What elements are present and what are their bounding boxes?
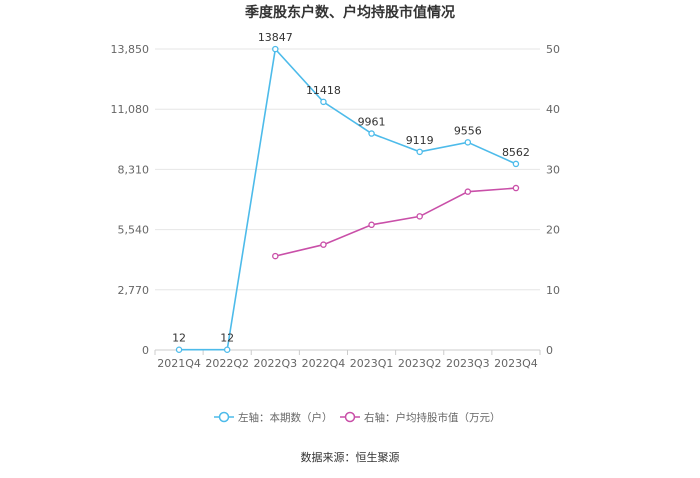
legend-marker — [344, 411, 356, 423]
right-tick-label: 0 — [546, 344, 553, 357]
source-note: 数据来源：恒生聚源 — [301, 450, 400, 464]
data-point — [512, 184, 520, 192]
data-point — [320, 98, 327, 106]
right-tick-label: 30 — [546, 163, 560, 176]
x-tick-label: 2023Q2 — [398, 357, 442, 370]
left-tick-label: 13,850 — [111, 43, 150, 56]
data-point — [416, 213, 423, 220]
left-tick-label: 0 — [142, 344, 149, 357]
x-tick-label: 2023Q3 — [446, 357, 490, 370]
data-point — [175, 346, 183, 353]
x-tick-label: 2021Q4 — [157, 357, 201, 370]
data-label: 9119 — [406, 134, 434, 147]
grid-lines — [155, 48, 540, 351]
axes: 0 0 2,770 10 5,540 20 8,310 30 11,080 40 13,850 50 2… — [111, 43, 561, 370]
x-tick-label: 2022Q4 — [302, 357, 346, 370]
data-label: 9556 — [454, 124, 482, 137]
series-line-1 — [275, 187, 516, 257]
x-tick-label: 2022Q3 — [253, 357, 297, 370]
data-label: 11418 — [306, 84, 341, 97]
data-label: 12 — [220, 332, 234, 345]
data-label: 9961 — [358, 116, 386, 129]
legend: 左轴：本期数（户） 右轴：户均持股市值（万元） — [214, 411, 501, 424]
x-tick-label: 2022Q2 — [205, 357, 249, 370]
data-point — [223, 346, 231, 353]
legend-marker — [218, 411, 230, 423]
data-point — [416, 148, 423, 156]
legend-label: 左轴：本期数（户） — [238, 411, 333, 424]
left-tick-label: 5,540 — [118, 224, 150, 237]
right-tick-label: 50 — [546, 43, 560, 56]
x-tick-label: 2023Q4 — [494, 357, 538, 370]
data-label: 12 — [172, 332, 186, 345]
legend-label: 右轴：户均持股市值（万元） — [364, 411, 501, 424]
data-point — [464, 139, 472, 146]
right-tick-label: 10 — [546, 284, 560, 297]
data-point — [512, 160, 520, 168]
data-label: 8562 — [502, 146, 530, 159]
chart-title: 季度股东户数、户均持股市值情况 — [244, 4, 455, 21]
data-point — [464, 188, 472, 195]
left-tick-label: 2,770 — [118, 284, 150, 297]
left-tick-label: 11,080 — [111, 103, 150, 116]
series-layer: 12 12 13847 11418 9961 9119 9556 8562 — [172, 31, 530, 353]
data-label: 13847 — [258, 31, 293, 44]
data-point — [320, 241, 327, 248]
left-tick-label: 8,310 — [118, 163, 150, 176]
data-point — [368, 130, 375, 137]
series-line-0 — [179, 47, 517, 351]
right-tick-label: 40 — [546, 103, 560, 116]
data-point — [368, 221, 375, 229]
data-point — [272, 252, 279, 260]
x-tick-label: 2023Q1 — [350, 357, 394, 370]
data-point — [272, 45, 279, 53]
right-tick-label: 20 — [546, 224, 560, 237]
